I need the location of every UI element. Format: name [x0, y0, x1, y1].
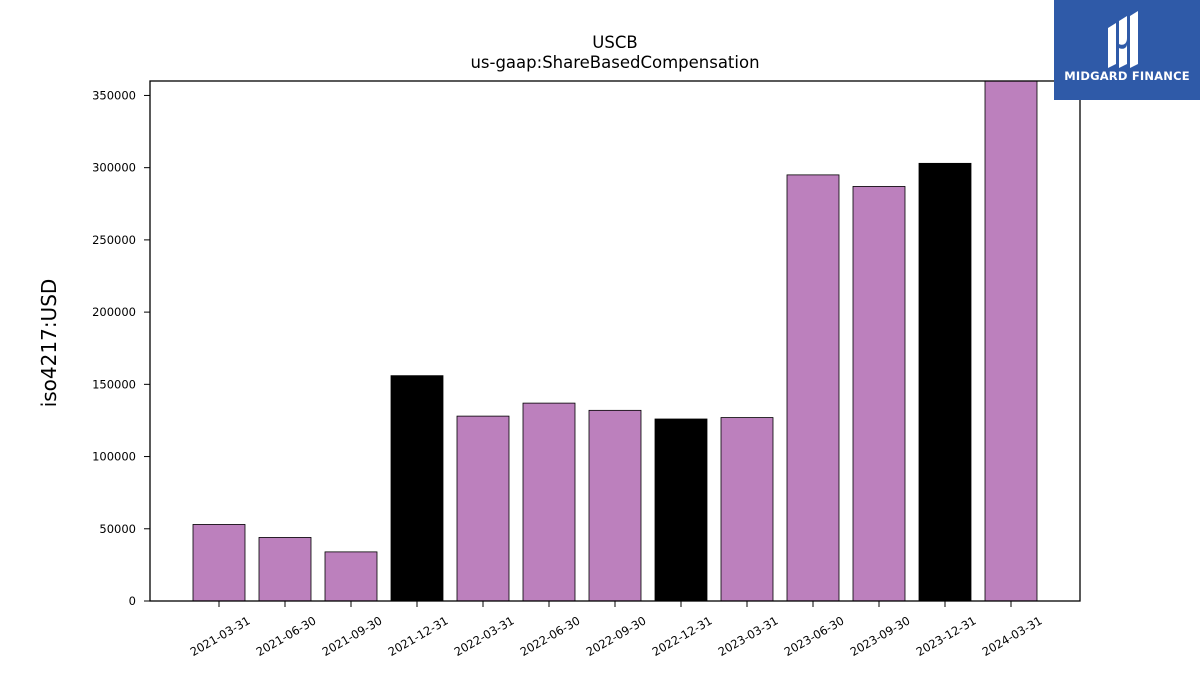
bar-2023-09-30 [852, 186, 906, 602]
bar-2022-03-31 [456, 415, 510, 602]
y-axis-ticks: 0 50000 100000 150000 200000 250000 300000 3500… [92, 88, 150, 608]
x-tick-label: 2021-06-30 [254, 613, 319, 659]
y-tick-label: 50000 [99, 522, 136, 536]
x-tick-label: 2023-09-30 [848, 613, 913, 659]
y-axis-label: iso4217:USD [37, 279, 61, 408]
bar-2022-09-30 [588, 409, 642, 602]
y-tick-label: 350000 [92, 88, 136, 102]
chart-title: USCB [592, 33, 637, 52]
y-tick-label: 150000 [92, 377, 136, 391]
x-tick-label: 2022-12-31 [650, 613, 715, 659]
x-tick-label: 2022-09-30 [584, 613, 649, 659]
x-tick-label: 2021-03-31 [188, 613, 253, 659]
y-tick-label: 0 [129, 594, 136, 608]
bar-2023-03-31 [720, 417, 774, 602]
bar-2021-06-30 [258, 537, 312, 602]
bar-2022-06-30 [522, 402, 576, 602]
bar-2023-06-30 [786, 174, 840, 602]
bar-2021-03-31 [192, 524, 246, 602]
x-tick-label: 2023-12-31 [914, 613, 979, 659]
x-tick-label: 2024-03-31 [980, 613, 1045, 659]
y-tick-label: 300000 [92, 161, 136, 175]
y-tick-label: 200000 [92, 305, 136, 319]
bar-2022-12-31 [654, 418, 708, 602]
x-tick-label: 2023-06-30 [782, 613, 847, 659]
x-tick-label: 2023-03-31 [716, 613, 781, 659]
y-tick-label: 250000 [92, 233, 136, 247]
brand-name: MIDGARD FINANCE [1064, 69, 1190, 83]
chart-subtitle: us-gaap:ShareBasedCompensation [470, 53, 759, 72]
x-axis-ticks: 2021-03-31 2021-06-30 2021-09-30 2021-12-31… [188, 601, 1045, 659]
midgard-m-icon [1108, 11, 1138, 68]
bar-2023-12-31 [918, 162, 972, 602]
bar-2021-09-30 [324, 551, 378, 602]
plot-frame [149, 80, 1081, 602]
y-tick-label: 100000 [92, 450, 136, 464]
bar-2024-03-31 [984, 80, 1038, 602]
x-tick-label: 2022-06-30 [518, 613, 583, 659]
bars-group [192, 80, 1038, 602]
x-tick-label: 2021-12-31 [386, 613, 451, 659]
brand-logo: MIDGARD FINANCE [1054, 0, 1200, 100]
x-tick-label: 2022-03-31 [452, 613, 517, 659]
x-tick-label: 2021-09-30 [320, 613, 385, 659]
bar-2021-12-31 [390, 375, 444, 602]
